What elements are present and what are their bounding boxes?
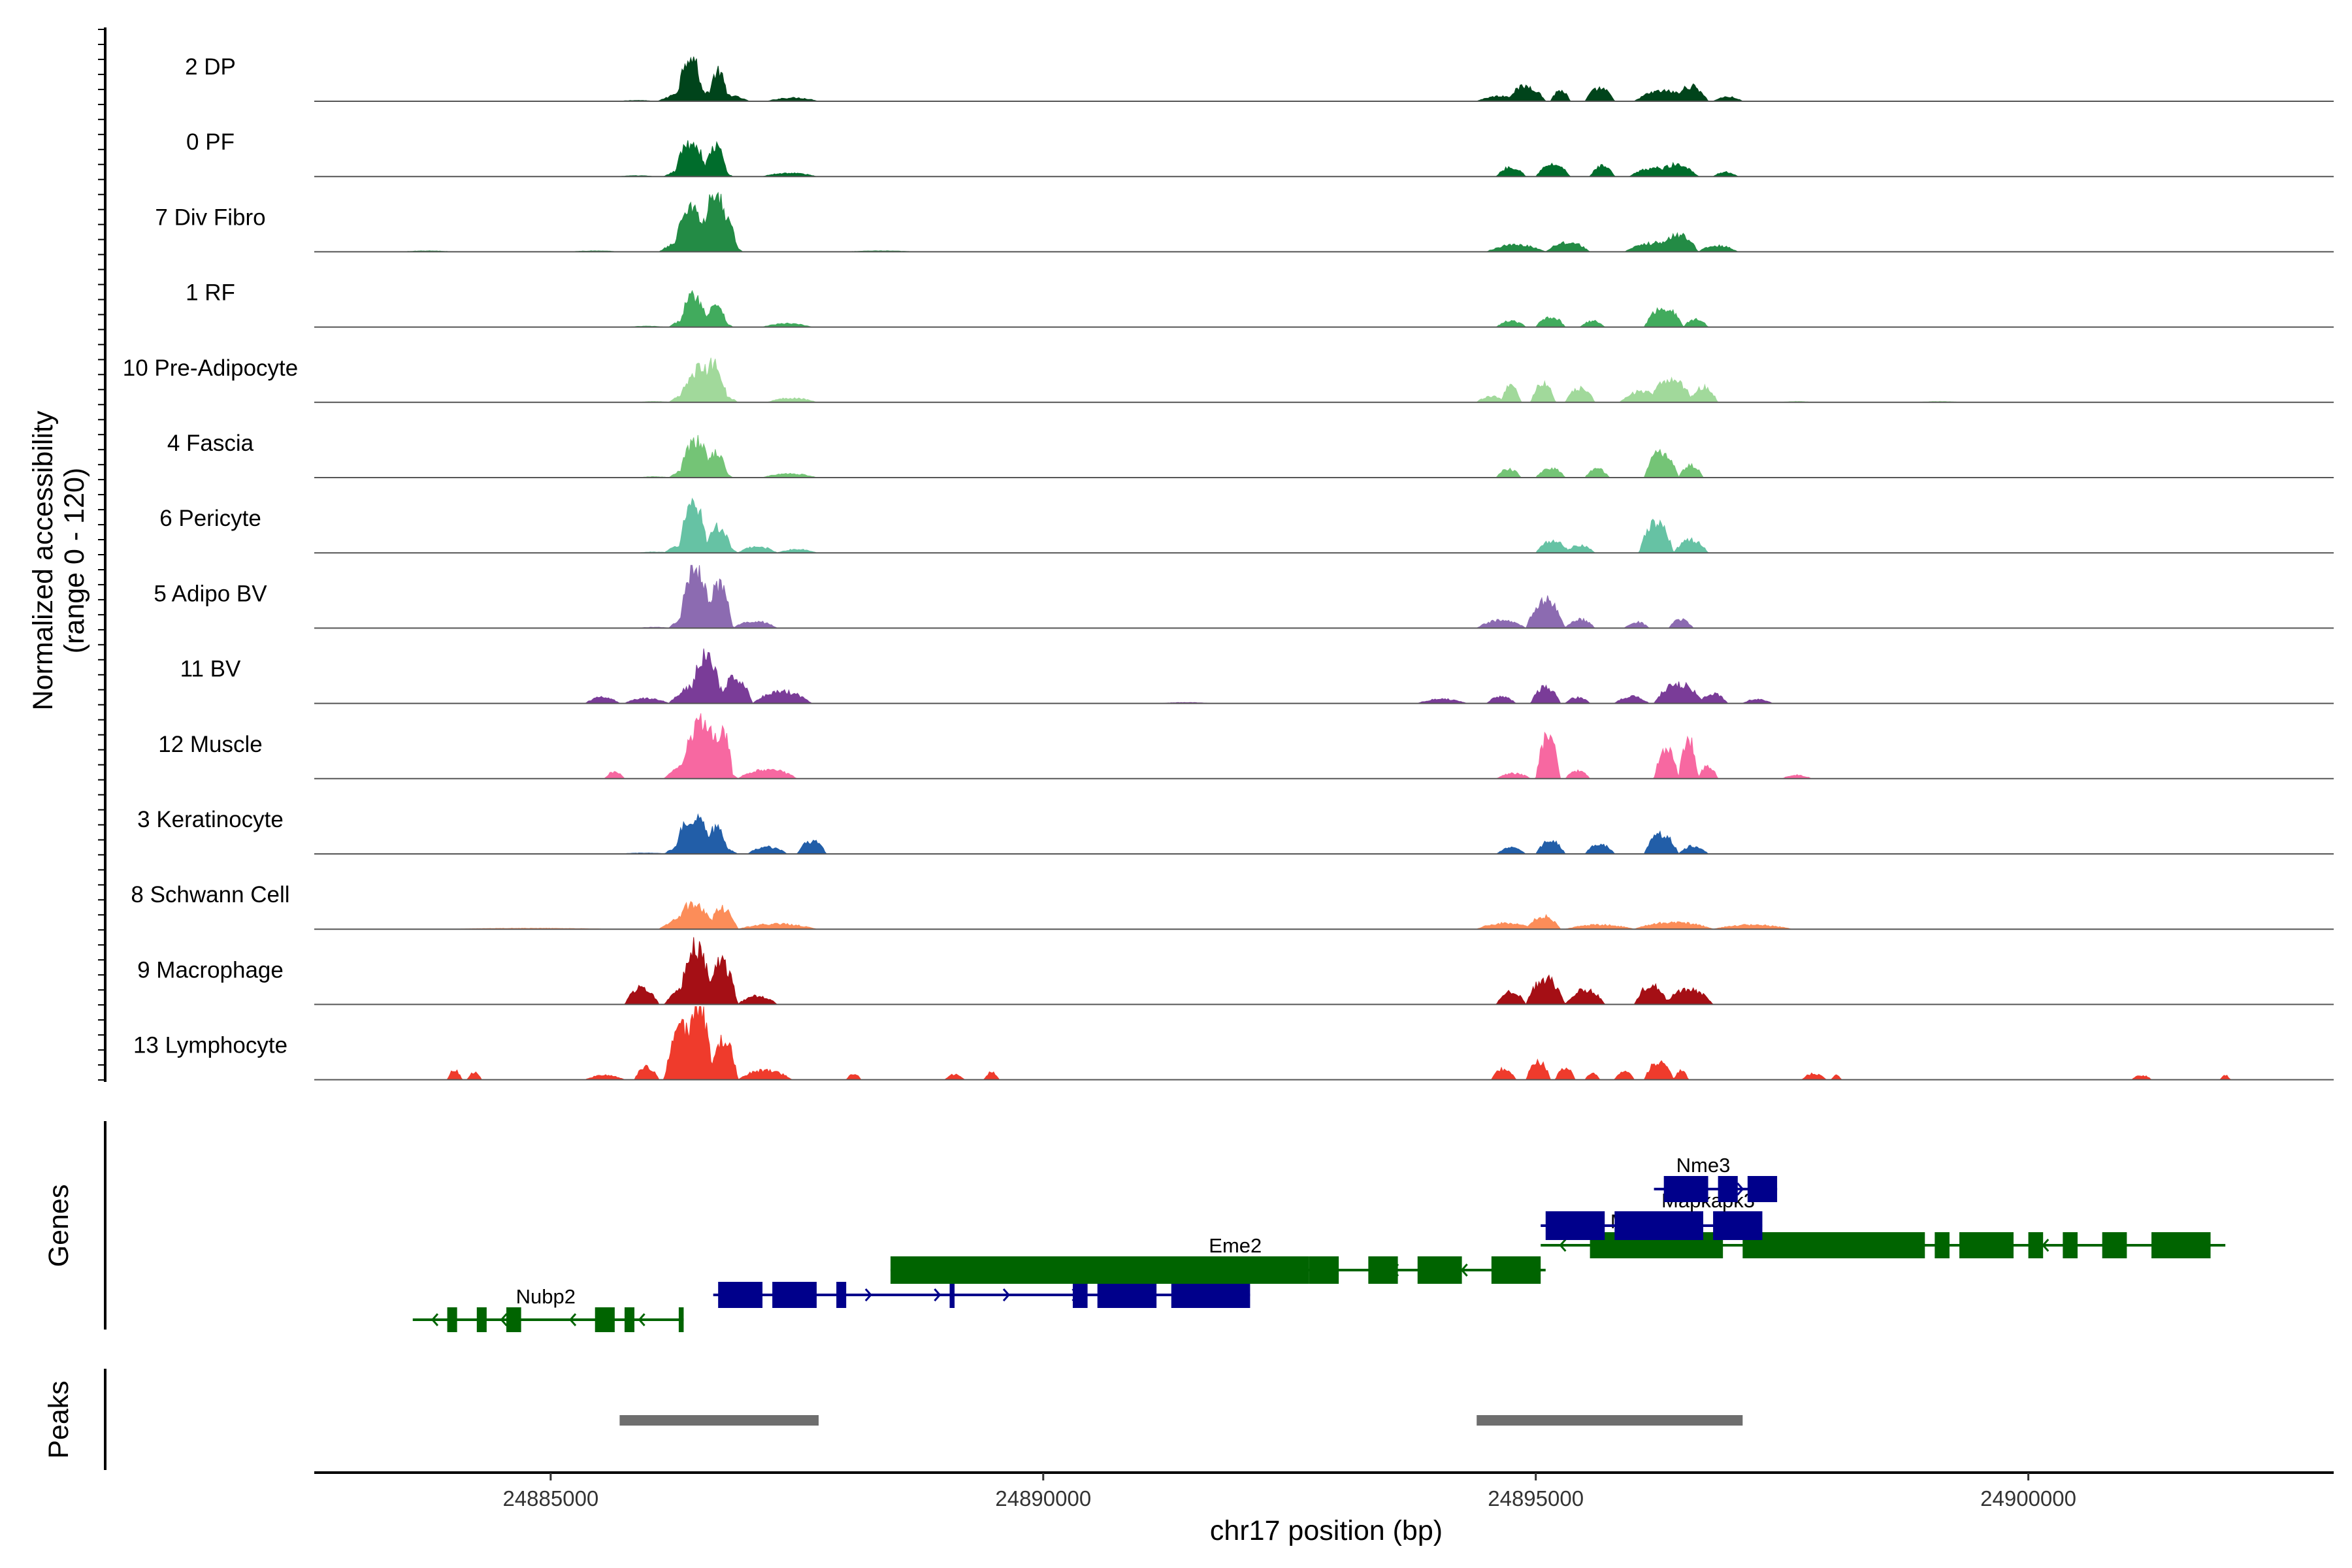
exon-block [772, 1282, 817, 1308]
strand-arrow [1002, 1288, 1011, 1301]
coverage-area [314, 713, 2334, 779]
x-tick-label: 24890000 [995, 1486, 1091, 1511]
peaks-panel [619, 1415, 1743, 1426]
track-label: 11 BV [180, 657, 241, 682]
x-axis: 24885000 24890000 24895000 24900000 [314, 1471, 2334, 1511]
exon-block [1097, 1282, 1157, 1308]
exon-block [1545, 1211, 1605, 1240]
track-label: 9 Macrophage [137, 957, 284, 983]
exon-block [447, 1307, 457, 1332]
track-label: 0 PF [186, 129, 235, 155]
x-axis-title: chr17 position (bp) [1210, 1515, 1443, 1546]
coverage-area [314, 140, 2334, 177]
exon-block [1260, 1256, 1309, 1284]
exon-block [1747, 1176, 1778, 1202]
x-tick-label: 24900000 [1980, 1486, 2076, 1511]
exon-block [476, 1307, 487, 1332]
exon-block [2063, 1232, 2078, 1258]
exon-block [1491, 1256, 1541, 1284]
exon-block [836, 1282, 847, 1308]
track-label: 4 Fascia [167, 431, 254, 456]
exon-block [2151, 1232, 2211, 1258]
strand-arrow [864, 1288, 872, 1301]
exon-block [1073, 1282, 1088, 1308]
x-tick-label: 24895000 [1488, 1486, 1584, 1511]
strand-arrow [1737, 1183, 1744, 1196]
coverage-area [314, 564, 2334, 629]
strand-arrow [934, 1288, 941, 1301]
exon-block [506, 1307, 521, 1332]
peak-bar [1477, 1415, 1743, 1426]
strand-arrow [500, 1313, 508, 1326]
track-label: 2 DP [185, 54, 236, 80]
exon-block [1935, 1232, 1950, 1258]
exon-block [1663, 1176, 1708, 1202]
exon-block [718, 1282, 763, 1308]
accessibility-tracks [314, 56, 2334, 1081]
exon-block [890, 1256, 1260, 1284]
coverage-area [314, 937, 2334, 1005]
track-label: 13 Lymphocyte [133, 1033, 287, 1058]
exon-block [1417, 1256, 1462, 1284]
exon-block [1171, 1282, 1250, 1308]
track-labels: 2 DP 0 PF 7 Div Fibro 1 RF 10 Pre-Adipocyte 4… [123, 54, 298, 1058]
y-axis-title: Normalized accessibility [27, 410, 59, 710]
gene-label: Nme3 [1676, 1154, 1731, 1177]
exon-block [1713, 1211, 1763, 1240]
gene-label: Nubp2 [516, 1285, 576, 1308]
track-label: 8 Schwann Cell [131, 882, 289, 907]
strand-arrow [2042, 1239, 2050, 1252]
track-label: 5 Adipo BV [154, 581, 267, 606]
strand-arrow [1559, 1239, 1567, 1252]
coverage-area [314, 357, 2334, 403]
track-label: 6 Pericyte [159, 506, 261, 531]
track-label: 7 Div Fibro [155, 204, 265, 230]
track-label: 10 Pre-Adipocyte [123, 355, 298, 381]
coverage-area [314, 900, 2334, 930]
y-axis-range-label: (range 0 - 120) [59, 468, 90, 653]
strand-arrow [569, 1313, 577, 1326]
coverage-area [314, 497, 2334, 553]
coverage-area [314, 434, 2334, 478]
strand-arrow [638, 1313, 645, 1326]
exon-block [624, 1307, 635, 1332]
coverage-area [314, 191, 2334, 252]
genes-panel: Nubp2Spsb3Eme2Mrps34Mapkapk3Nme3 [412, 1154, 2226, 1332]
exon-block [1368, 1256, 1398, 1284]
peaks-axis-title: Peaks [43, 1380, 74, 1459]
coverage-area [314, 648, 2334, 704]
exon-block [1614, 1211, 1704, 1240]
track-label: 3 Keratinocyte [137, 807, 284, 832]
exon-block [1959, 1232, 2014, 1258]
peak-bar [619, 1415, 819, 1426]
genes-axis-title: Genes [43, 1184, 74, 1267]
track-label: 1 RF [186, 280, 235, 306]
exon-block [1718, 1176, 1738, 1202]
exon-block [1742, 1232, 1925, 1258]
exon-block [949, 1282, 955, 1308]
coverage-area [314, 1006, 2334, 1081]
coverage-area [314, 56, 2334, 102]
exon-block [678, 1307, 684, 1332]
coverage-area [314, 289, 2334, 328]
exon-block [2028, 1232, 2044, 1258]
y-axis-ruler [98, 27, 106, 1082]
exon-block [595, 1307, 615, 1332]
track-label: 12 Muscle [158, 732, 263, 757]
gene-label: Eme2 [1209, 1234, 1262, 1257]
x-tick-label: 24885000 [502, 1486, 598, 1511]
coverage-area [314, 813, 2334, 855]
exon-block [2102, 1232, 2127, 1258]
exon-block [1309, 1256, 1339, 1284]
strand-arrow [431, 1313, 439, 1326]
